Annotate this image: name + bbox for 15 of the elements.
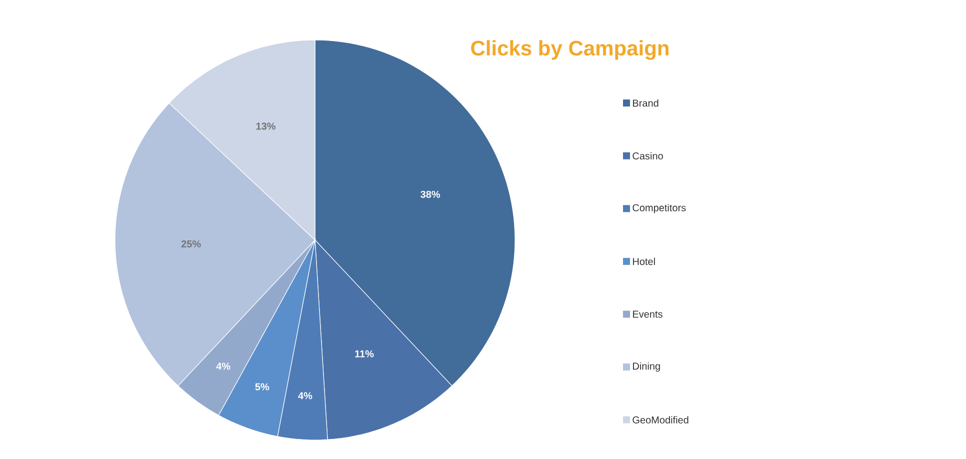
data-label: 4% <box>298 392 312 400</box>
data-label: 4% <box>216 362 230 370</box>
legend-label: Brand <box>633 99 658 107</box>
legend-label: Competitors <box>632 204 686 214</box>
data-label: 25% <box>181 240 201 248</box>
legend-label: Events <box>633 310 662 318</box>
data-label: 5% <box>255 383 270 390</box>
legend-label: GeoModified <box>632 416 688 424</box>
legend-label: Hotel <box>633 258 655 266</box>
data-label: 13% <box>256 122 276 130</box>
legend-label: Dining <box>633 362 660 372</box>
data-label: 38% <box>420 190 440 198</box>
legend-label: Casino <box>632 152 663 160</box>
data-label: 11% <box>355 350 374 358</box>
chart-title: Clicks by Campaign <box>471 40 668 60</box>
